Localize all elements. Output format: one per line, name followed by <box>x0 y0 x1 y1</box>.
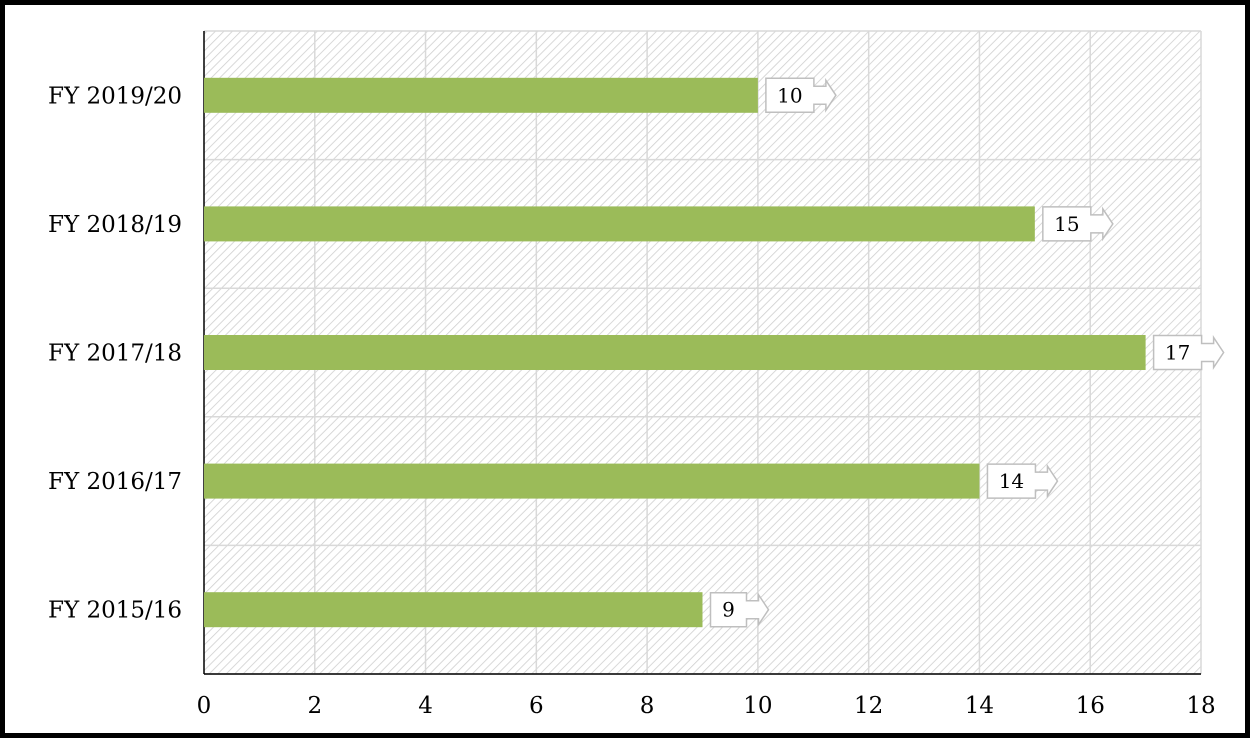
data-label-callout <box>765 77 837 114</box>
bar <box>204 592 703 628</box>
x-tick-label: 12 <box>854 693 883 719</box>
data-label-callout <box>1152 334 1225 371</box>
x-tick-label: 6 <box>529 693 544 719</box>
data-label: 10 <box>777 83 802 107</box>
x-tick-label: 2 <box>307 693 322 719</box>
data-label: 15 <box>1054 212 1079 236</box>
category-label: FY 2015/16 <box>48 598 182 624</box>
category-labels: FY 2015/16 FY 2016/17 FY 2017/18 FY 2018/19… <box>48 83 182 623</box>
bars <box>204 77 1146 628</box>
x-tick-label: 10 <box>743 693 772 719</box>
bar <box>204 335 1146 370</box>
data-label-callout <box>709 591 770 628</box>
data-label-callout <box>986 463 1059 499</box>
category-label: FY 2016/17 <box>48 469 182 495</box>
bar <box>204 77 758 113</box>
data-label: 17 <box>1165 341 1190 365</box>
x-tick-label: 4 <box>418 693 433 719</box>
data-label-callout <box>1042 206 1114 242</box>
category-label: FY 2018/19 <box>48 212 182 238</box>
bar <box>204 463 980 499</box>
data-label: 9 <box>722 598 735 622</box>
category-label: FY 2019/20 <box>48 83 182 109</box>
category-label: FY 2017/18 <box>48 341 182 367</box>
x-tick-label: 18 <box>1186 693 1215 719</box>
data-labels: 9 14 17 15 10 <box>709 77 1225 628</box>
x-tick-label: 14 <box>965 693 994 719</box>
x-tick-label: 16 <box>1076 693 1105 719</box>
x-tick-labels: 0 2 4 6 8 10 12 14 16 18 <box>197 693 1216 719</box>
x-tick-label: 8 <box>640 693 655 719</box>
x-tick-label: 0 <box>197 693 212 719</box>
data-label: 14 <box>999 469 1024 493</box>
bar <box>204 206 1035 242</box>
